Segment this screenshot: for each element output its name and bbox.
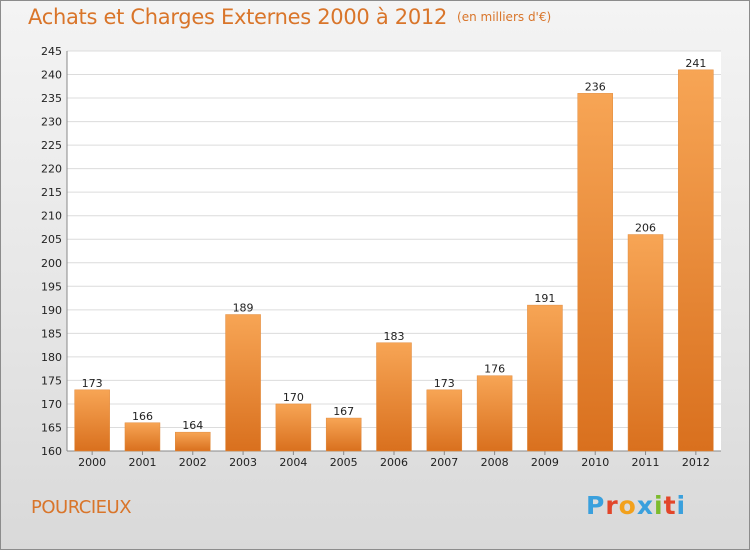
axis-layer: 160 165 170 175 180 185 190 195 200 205 210 215 220 2… xyxy=(41,45,721,469)
y-tick-label: 235 xyxy=(41,92,62,105)
bar-2010 xyxy=(577,93,613,452)
value-label-2001: 166 xyxy=(132,410,153,423)
x-tick-label-2009: 2009 xyxy=(531,456,559,469)
proxiti-logo: Proxiti xyxy=(586,491,686,520)
x-tick-label-2003: 2003 xyxy=(229,456,257,469)
y-tick-label: 175 xyxy=(41,374,62,387)
bar-2009 xyxy=(527,304,563,452)
y-tick-label: 180 xyxy=(41,351,62,364)
bar-2005 xyxy=(325,417,362,452)
y-tick-label: 195 xyxy=(41,280,62,293)
y-tick-label: 170 xyxy=(41,398,62,411)
y-tick-label: 200 xyxy=(41,257,62,270)
value-label-2004: 170 xyxy=(283,391,304,404)
value-label-2002: 164 xyxy=(182,419,203,432)
value-label-2005: 167 xyxy=(333,405,354,418)
y-tick-label: 230 xyxy=(41,116,62,129)
logo-letter: o xyxy=(618,491,637,520)
label-layer: 173 166 164 189 170 167 183 173 176 191 236 206 241 xyxy=(82,57,707,432)
x-tick-label-2004: 2004 xyxy=(279,456,307,469)
logo-letter: P xyxy=(586,491,606,520)
chart-title: Achats et Charges Externes 2000 à 2012 xyxy=(28,5,448,29)
value-label-2008: 176 xyxy=(484,363,505,376)
value-label-2009: 191 xyxy=(534,292,555,305)
value-label-2007: 173 xyxy=(434,377,455,390)
chart-subtitle: (en milliers d'€) xyxy=(457,10,552,24)
commune-name: POURCIEUX xyxy=(31,497,132,518)
bar-layer xyxy=(74,69,714,452)
x-tick-label-2011: 2011 xyxy=(632,456,660,469)
value-label-2000: 173 xyxy=(82,377,103,390)
title-block: Achats et Charges Externes 2000 à 2012 (e… xyxy=(28,5,551,29)
bar-2002 xyxy=(175,431,211,452)
y-tick-label: 185 xyxy=(41,327,62,340)
y-tick-label: 205 xyxy=(41,233,62,246)
bar-2007 xyxy=(426,389,463,452)
x-tick-label-2012: 2012 xyxy=(682,456,710,469)
x-tick-label-2010: 2010 xyxy=(581,456,609,469)
bar-2000 xyxy=(74,389,110,452)
y-tick-label: 240 xyxy=(41,69,62,82)
x-tick-label-2005: 2005 xyxy=(330,456,358,469)
value-label-2010: 236 xyxy=(585,80,606,93)
value-label-2012: 241 xyxy=(685,57,706,70)
bar-2006 xyxy=(376,342,412,452)
bar-2003 xyxy=(225,314,261,452)
value-label-2006: 183 xyxy=(384,330,405,343)
bar-2012 xyxy=(678,69,714,452)
logo-letter: r xyxy=(605,491,619,520)
x-tick-label-2002: 2002 xyxy=(179,456,207,469)
y-tick-label: 160 xyxy=(41,445,62,458)
x-tick-label-2006: 2006 xyxy=(380,456,408,469)
x-tick-label-2007: 2007 xyxy=(430,456,458,469)
logo-letter: i xyxy=(654,491,664,520)
value-label-2003: 189 xyxy=(233,302,254,315)
y-tick-label: 220 xyxy=(41,163,62,176)
x-tick-label-2001: 2001 xyxy=(128,456,156,469)
logo-letter: i xyxy=(676,491,687,520)
bar-2011 xyxy=(627,234,664,452)
logo-letter: x xyxy=(636,491,654,520)
logo-letter: t xyxy=(663,491,677,520)
y-tick-label: 225 xyxy=(41,139,62,152)
x-tick-label-2000: 2000 xyxy=(78,456,106,469)
value-label-2011: 206 xyxy=(635,222,656,235)
x-tick-label-2008: 2008 xyxy=(481,456,509,469)
bar-2004 xyxy=(275,403,312,452)
y-tick-label: 245 xyxy=(41,45,62,58)
y-tick-label: 165 xyxy=(41,421,62,434)
y-tick-label: 215 xyxy=(41,186,62,199)
y-tick-label: 210 xyxy=(41,210,62,223)
y-tick-label: 190 xyxy=(41,304,62,317)
bar-2001 xyxy=(124,422,161,452)
bar-2008 xyxy=(476,375,513,452)
